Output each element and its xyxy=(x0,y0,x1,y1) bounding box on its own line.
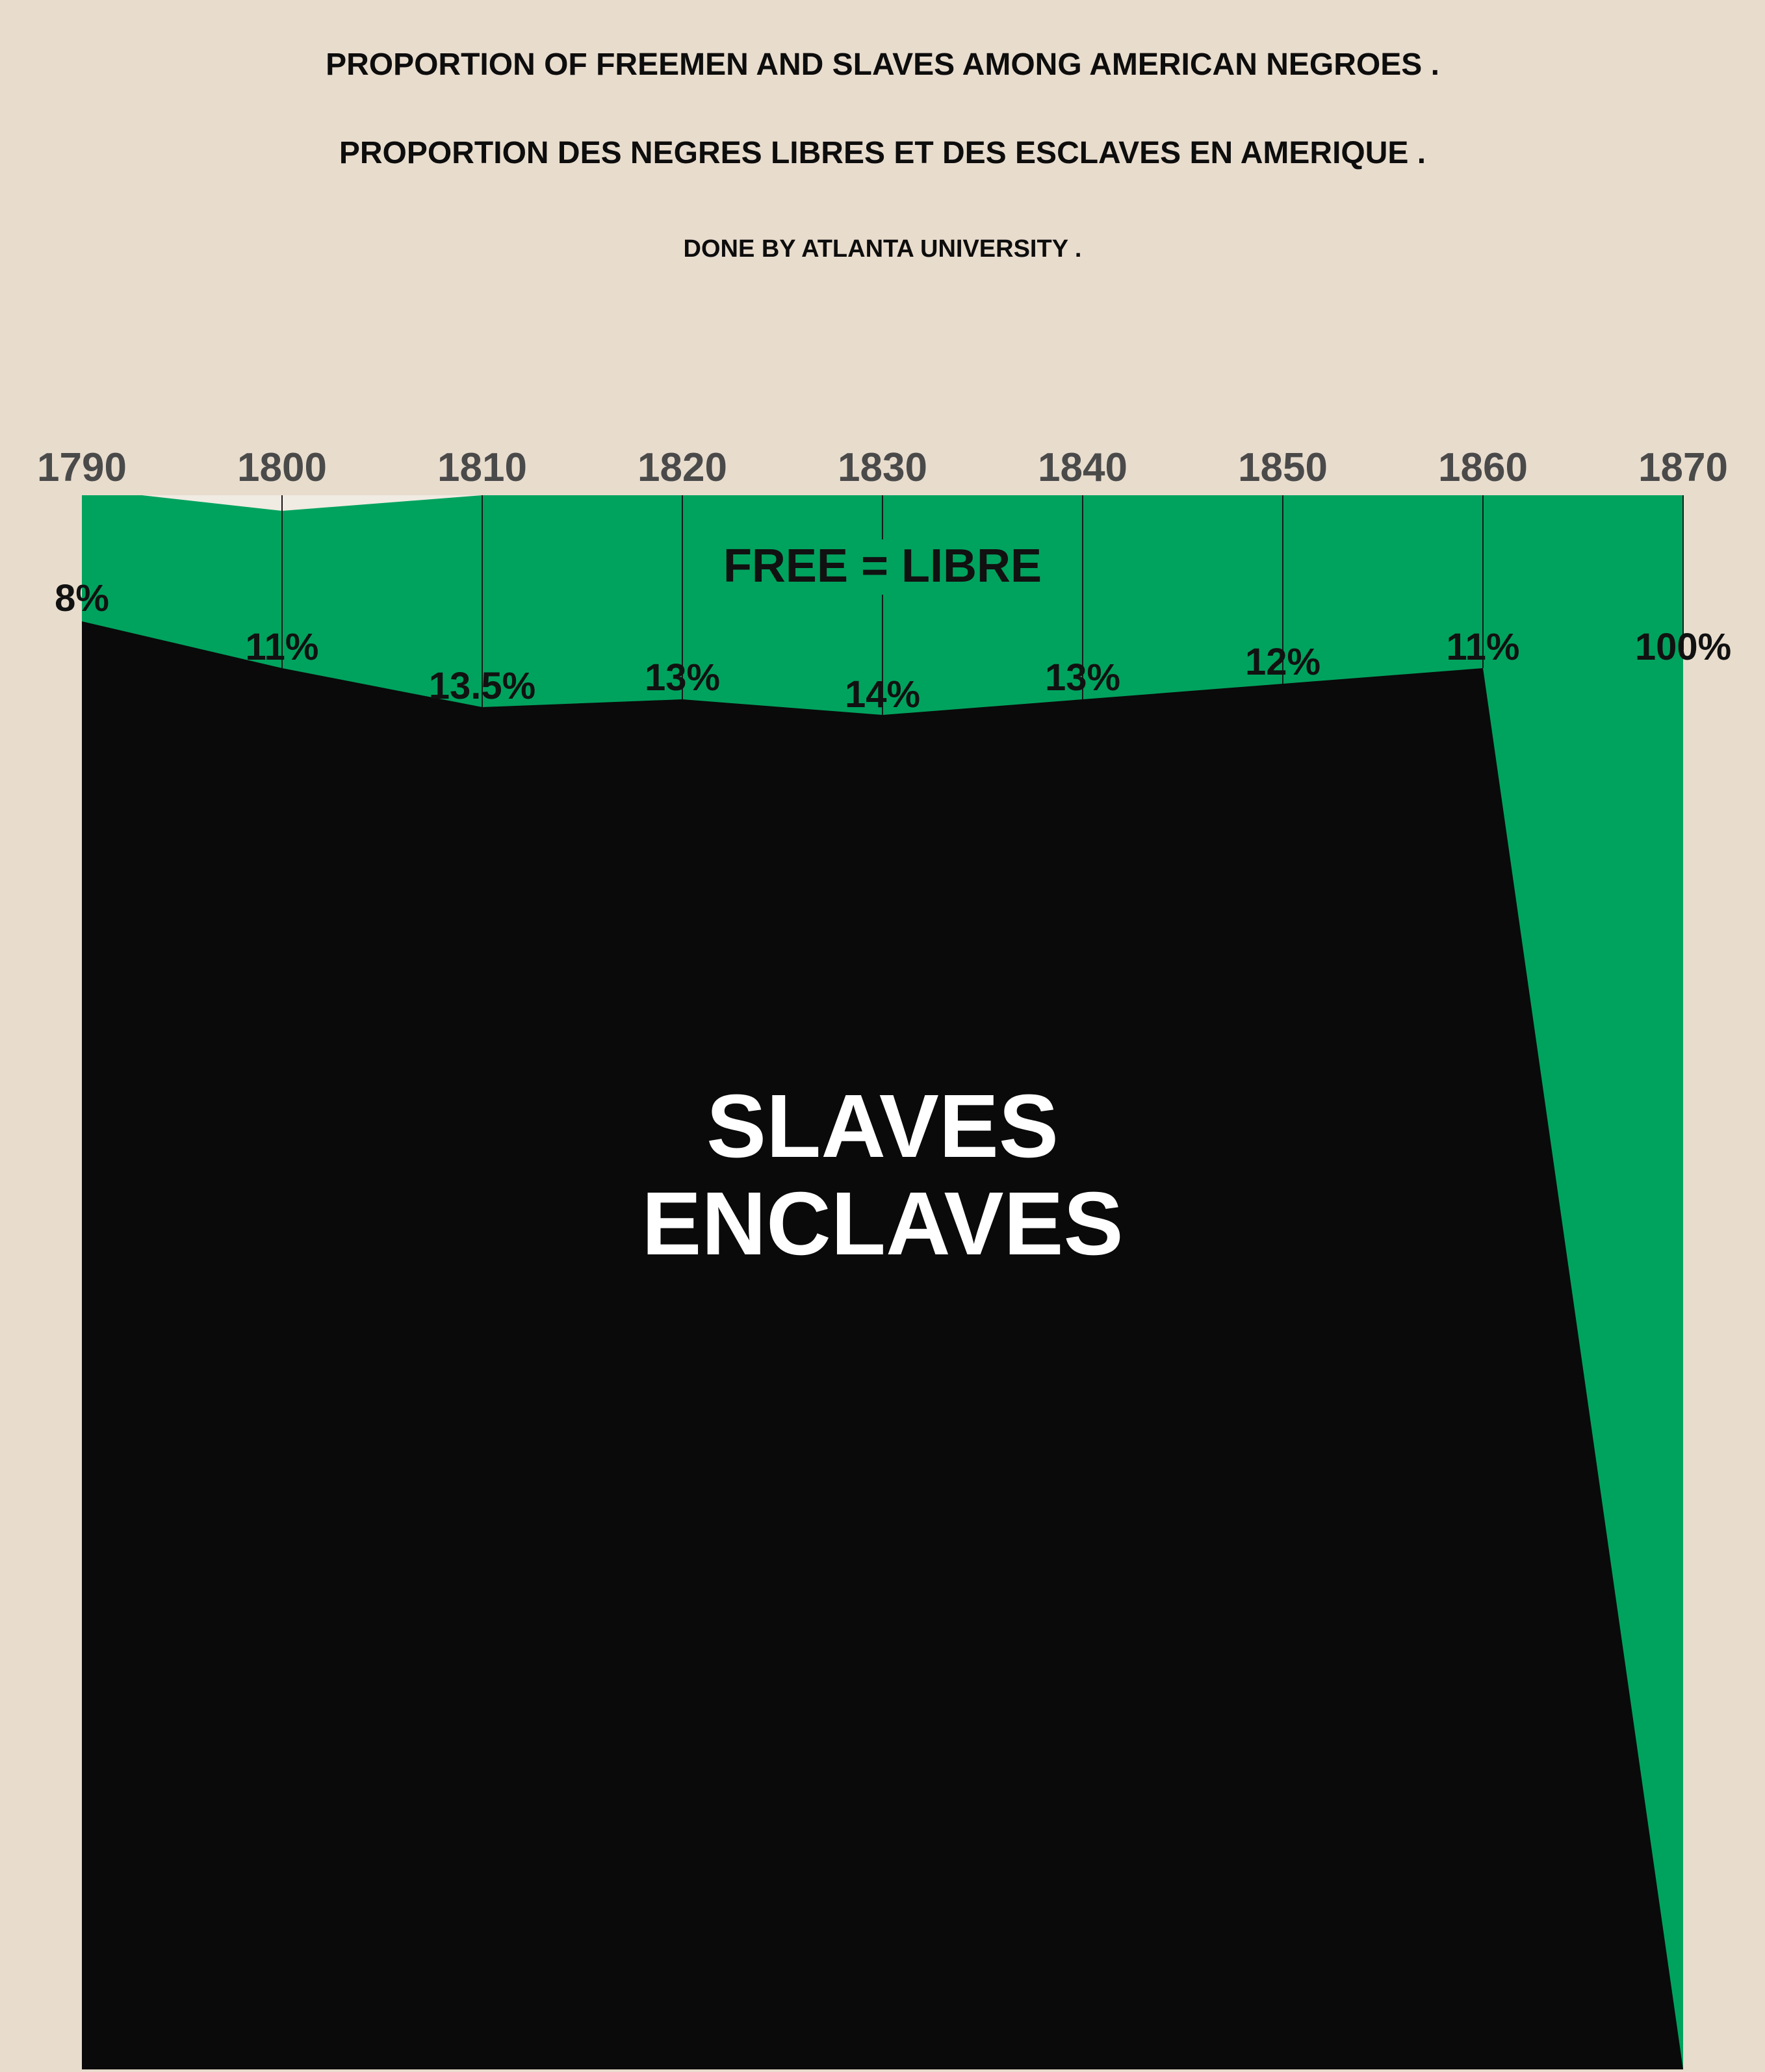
year-label-1800: 1800 xyxy=(237,445,327,490)
year-label-1840: 1840 xyxy=(1038,445,1127,490)
data-label-1790: 8% xyxy=(55,577,109,619)
data-label-1870: 100% xyxy=(1635,626,1731,668)
year-label-1850: 1850 xyxy=(1238,445,1328,490)
free-region-label: FREE = LIBRE xyxy=(723,540,1042,592)
top-notch xyxy=(142,495,482,511)
chart-credit: DONE BY ATLANTA UNIVERSITY . xyxy=(683,235,1082,263)
year-label-1790: 1790 xyxy=(37,445,127,490)
slaves-area xyxy=(82,621,1683,2069)
data-label-1850: 12% xyxy=(1245,641,1321,683)
chart-title-english: PROPORTION OF FREEMEN AND SLAVES AMONG A… xyxy=(326,47,1439,82)
data-label-1840: 13% xyxy=(1045,656,1120,699)
data-label-1810: 13.5% xyxy=(429,665,535,707)
data-label-1820: 13% xyxy=(645,656,720,699)
year-label-1820: 1820 xyxy=(638,445,727,490)
data-label-1800: 11% xyxy=(246,626,319,668)
slaves-region-label: SLAVES xyxy=(706,1076,1059,1176)
chart-title-french: PROPORTION DES NEGRES LIBRES ET DES ESCL… xyxy=(339,136,1426,170)
year-label-1830: 1830 xyxy=(838,445,927,490)
year-label-1870: 1870 xyxy=(1638,445,1728,490)
year-label-1810: 1810 xyxy=(437,445,527,490)
slaves-region-label-french: ENCLAVES xyxy=(641,1174,1123,1274)
year-label-1860: 1860 xyxy=(1438,445,1528,490)
data-label-1830: 14% xyxy=(845,673,920,716)
data-label-1860: 11% xyxy=(1447,626,1520,668)
